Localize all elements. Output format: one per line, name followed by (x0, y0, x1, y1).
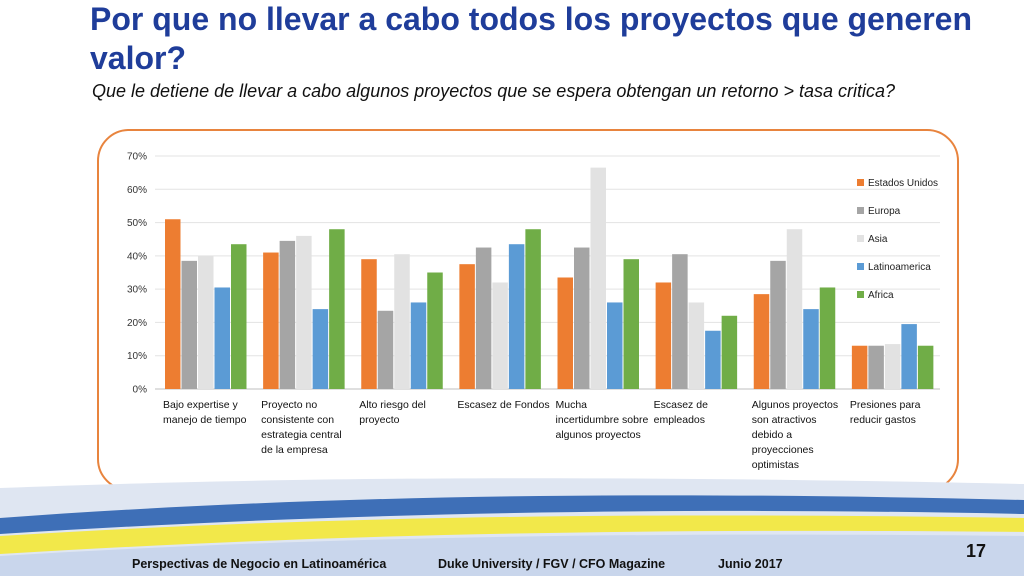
category-label: Presiones para (850, 399, 921, 411)
category-label: estrategia central (261, 429, 342, 441)
category-label: optimistas (752, 459, 799, 471)
legend-label: Africa (868, 290, 894, 301)
bar (623, 259, 639, 389)
bar (165, 219, 181, 389)
bar (394, 254, 410, 389)
band-yellow (0, 515, 1024, 554)
y-tick-label: 50% (127, 218, 147, 229)
bar (901, 324, 917, 389)
bar (672, 254, 688, 389)
category-label: reducir gastos (850, 414, 916, 426)
category-label: Alto riesgo del (359, 399, 426, 411)
category-label: consistente con (261, 414, 334, 426)
category-label: manejo de tiempo (163, 414, 247, 426)
bar (705, 330, 721, 389)
bar (753, 294, 770, 389)
page-number: 17 (966, 541, 987, 561)
category-label: Escasez de (654, 399, 708, 411)
bar (803, 309, 819, 389)
category-label: proyecciones (752, 444, 814, 456)
bar (181, 260, 197, 389)
bar (492, 282, 508, 389)
y-tick-label: 20% (127, 318, 147, 329)
category-label: Mucha (556, 399, 588, 411)
bar (312, 309, 329, 389)
band-bottom (0, 534, 1024, 576)
bar (296, 235, 312, 389)
bar (770, 260, 786, 389)
category-label: Bajo expertise y (163, 399, 238, 411)
category-label: algunos proyectos (556, 429, 641, 441)
bar (574, 247, 590, 389)
bar (198, 255, 214, 389)
category-label: debido a (752, 429, 792, 441)
legend-swatch (857, 291, 864, 298)
bar (607, 302, 623, 389)
band-blue (0, 495, 1024, 534)
bar (721, 315, 738, 389)
slide-subtitle: Que le detiene de llevar a cabo algunos … (92, 81, 896, 101)
bar (231, 244, 247, 389)
bar (279, 240, 296, 389)
y-tick-label: 70% (127, 152, 147, 163)
legend-swatch (857, 207, 864, 214)
legend-label: Europa (868, 206, 901, 217)
bar (851, 345, 868, 389)
category-label: de la empresa (261, 444, 328, 456)
decorative-band (0, 478, 1024, 576)
bar (214, 287, 230, 389)
category-label: empleados (654, 414, 705, 426)
bar (819, 287, 836, 389)
bar (655, 282, 672, 389)
bar (329, 229, 345, 389)
bar (427, 272, 443, 389)
bar (786, 229, 803, 389)
bar (475, 247, 492, 389)
bar (868, 345, 884, 389)
category-label: son atractivos (752, 414, 817, 426)
category-label: Escasez de Fondos (457, 399, 549, 411)
legend-label: Estados Unidos (868, 178, 938, 189)
bar (410, 302, 427, 389)
category-label: Algunos proyectos (752, 399, 838, 411)
bar (557, 277, 573, 389)
category-label: incertidumbre sobre (556, 414, 649, 426)
bar (884, 344, 901, 389)
bar (508, 244, 525, 389)
y-tick-label: 40% (127, 251, 147, 262)
slide-title: Por que no llevar a cabo todos los proye… (90, 1, 972, 76)
bar (459, 264, 475, 389)
footer-right: Junio 2017 (718, 557, 783, 571)
category-label: Proyecto no (261, 399, 317, 411)
bar (361, 259, 377, 389)
legend-label: Asia (868, 234, 888, 245)
y-tick-label: 30% (127, 285, 147, 296)
legend-swatch (857, 263, 864, 270)
category-label: proyecto (359, 414, 399, 426)
bar (525, 229, 541, 389)
legend-swatch (857, 179, 864, 186)
legend-swatch (857, 235, 864, 242)
bar (590, 167, 606, 389)
bar (688, 302, 705, 389)
bar (917, 345, 934, 389)
legend-label: Latinoamerica (868, 262, 931, 273)
footer-left: Perspectivas de Negocio en Latinoamérica (132, 557, 387, 571)
y-tick-label: 10% (127, 351, 147, 362)
footer-center: Duke University / FGV / CFO Magazine (438, 557, 666, 571)
bar (377, 310, 394, 389)
y-tick-label: 0% (133, 385, 148, 396)
bar (263, 252, 279, 389)
y-tick-label: 60% (127, 185, 147, 196)
